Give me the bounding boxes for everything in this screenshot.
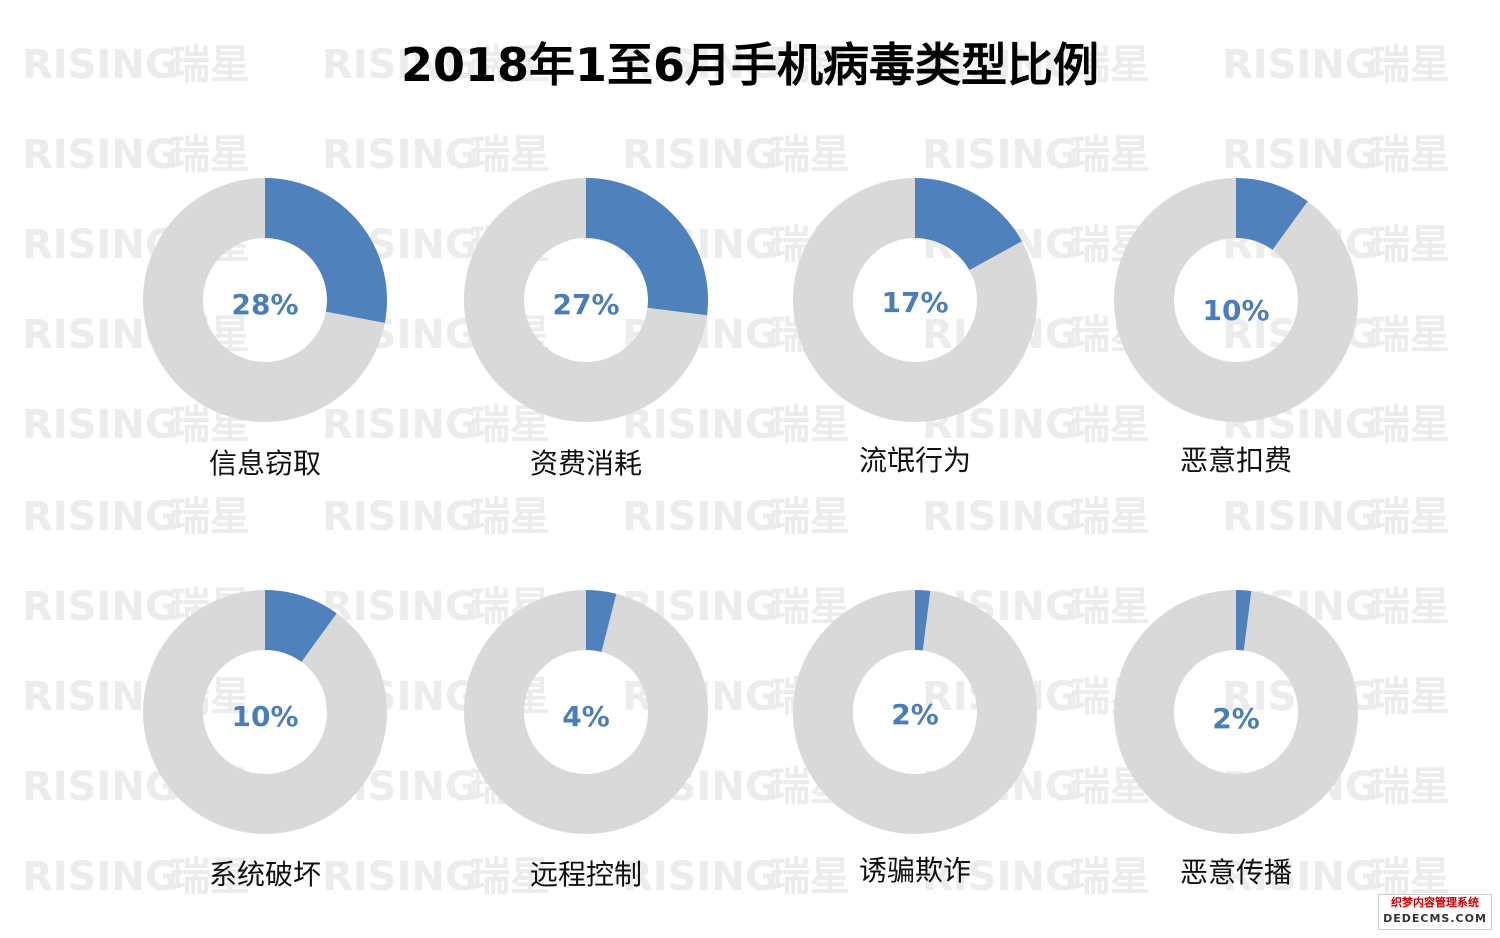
watermark-brand-en: RISING: [622, 402, 778, 448]
donut-3: 10% 恶意扣费: [1114, 178, 1358, 477]
corner-logo-cn: 织梦内容管理系统: [1391, 896, 1479, 909]
donut-value-slice: [265, 178, 387, 323]
donut-value-slice: [265, 590, 337, 662]
watermark-brand-cn: 瑞星: [170, 132, 250, 178]
watermark-brand-cn: 瑞星: [1070, 494, 1150, 540]
watermark-brand-cn: 瑞星: [1370, 854, 1450, 900]
watermark-brand-en: RISING: [22, 402, 178, 448]
watermark-brand-cn: 瑞星: [1070, 402, 1150, 448]
donut-category-label: 流氓行为: [859, 444, 971, 477]
watermark-brand-en: RISING: [922, 854, 1078, 900]
watermark-brand-en: RISING: [1222, 854, 1378, 900]
watermark-brand-cn: 瑞星: [1370, 494, 1450, 540]
watermark-brand-en: RISING: [322, 854, 478, 900]
watermark-brand-cn: 瑞星: [770, 854, 850, 900]
watermark-brand-en: RISING: [22, 132, 178, 178]
watermark-brand-en: RISING: [22, 42, 178, 88]
watermark-brand-en: RISING: [322, 584, 478, 630]
watermark-brand-en: RISING: [622, 132, 778, 178]
donut-2: 17% 流氓行为: [793, 178, 1037, 477]
watermark-brand-cn: 瑞星: [470, 854, 550, 900]
donut-category-label: 系统破坏: [209, 858, 321, 891]
donut-value-label: 27%: [552, 288, 619, 321]
donut-category-label: 恶意传播: [1180, 856, 1292, 889]
watermark-brand-cn: 瑞星: [1370, 402, 1450, 448]
donut-value-slice: [1236, 178, 1308, 250]
watermark-brand-cn: 瑞星: [1370, 132, 1450, 178]
watermark-brand-cn: 瑞星: [1070, 854, 1150, 900]
donut-value-label: 10%: [1202, 294, 1269, 327]
donut-value-label: 2%: [891, 698, 939, 731]
watermark-brand-cn: 瑞星: [1370, 674, 1450, 720]
donut-category-label: 资费消耗: [530, 447, 642, 480]
watermark-brand-cn: 瑞星: [1370, 764, 1450, 810]
watermark-brand-en: RISING: [922, 494, 1078, 540]
watermark-brand-cn: 瑞星: [1070, 584, 1150, 630]
watermark-brand-cn: 瑞星: [1370, 222, 1450, 268]
donut-value-label: 17%: [881, 286, 948, 319]
watermark-brand-en: RISING: [922, 132, 1078, 178]
watermark-brand-en: RISING: [922, 42, 1078, 88]
watermark-brand-cn: 瑞星: [170, 854, 250, 900]
donut-5: 4% 远程控制: [464, 590, 708, 891]
watermark-brand-cn: 瑞星: [1370, 584, 1450, 630]
watermark-brand-cn: 瑞星: [170, 494, 250, 540]
donut-4: 10% 系统破坏: [143, 590, 387, 891]
watermark-brand-en: RISING: [1222, 494, 1378, 540]
watermark-brand-en: RISING: [322, 402, 478, 448]
donut-value-slice: [915, 590, 931, 651]
watermark-brand-en: RISING: [622, 854, 778, 900]
watermark-brand-en: RISING: [322, 132, 478, 178]
donut-7: 2% 恶意传播: [1114, 590, 1358, 889]
watermark-brand-en: RISING: [22, 764, 178, 810]
donut-0: 28% 信息窃取: [143, 178, 387, 480]
watermark-brand-cn: 瑞星: [1070, 42, 1150, 88]
donut-value-label: 4%: [562, 700, 610, 733]
watermark-brand-en: RISING: [22, 584, 178, 630]
watermark-brand-cn: 瑞星: [1070, 132, 1150, 178]
watermark-brand-en: RISING: [22, 494, 178, 540]
watermark-brand-en: RISING: [622, 42, 778, 88]
watermark-brand-cn: 瑞星: [770, 494, 850, 540]
donut-value-label: 10%: [231, 700, 298, 733]
watermark-brand-cn: 瑞星: [1370, 312, 1450, 358]
donut-value-slice: [1236, 590, 1252, 651]
watermark-brand-cn: 瑞星: [770, 402, 850, 448]
watermark-brand-cn: 瑞星: [470, 132, 550, 178]
donut-value-label: 2%: [1212, 702, 1260, 735]
watermark-brand-en: RISING: [22, 854, 178, 900]
watermark-brand-cn: 瑞星: [1370, 42, 1450, 88]
donut-1: 27% 资费消耗: [464, 178, 708, 480]
donut-category-label: 信息窃取: [209, 447, 321, 480]
donut-value-slice: [915, 178, 1022, 271]
donut-6: 2% 诱骗欺诈: [793, 590, 1037, 887]
watermark-brand-cn: 瑞星: [770, 42, 850, 88]
watermark-brand-en: RISING: [1222, 132, 1378, 178]
donut-category-label: 诱骗欺诈: [859, 854, 971, 887]
donut-value-slice: [586, 590, 617, 652]
corner-logo-en: DEDECMS.COM: [1383, 912, 1487, 925]
watermark-brand-en: RISING: [622, 494, 778, 540]
watermark-brand-cn: 瑞星: [470, 494, 550, 540]
watermark-brand-cn: 瑞星: [170, 42, 250, 88]
donut-category-label: 恶意扣费: [1180, 444, 1292, 477]
watermark-brand-en: RISING: [322, 42, 478, 88]
donut-value-slice: [586, 178, 708, 316]
watermark-brand-en: RISING: [322, 494, 478, 540]
watermark-brand-cn: 瑞星: [470, 42, 550, 88]
donut-category-label: 远程控制: [530, 858, 642, 891]
corner-logo: 织梦内容管理系统 DEDECMS.COM: [1378, 894, 1492, 930]
watermark-brand-cn: 瑞星: [770, 132, 850, 178]
donut-value-label: 28%: [231, 288, 298, 321]
chart-title: 2018年1至6月手机病毒类型比例: [400, 38, 1100, 92]
watermark-brand-en: RISING: [1222, 42, 1378, 88]
